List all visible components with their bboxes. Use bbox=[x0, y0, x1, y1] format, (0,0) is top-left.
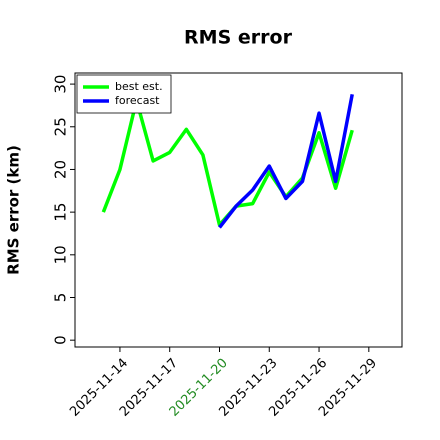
y-axis-label: RMS error (km) bbox=[5, 145, 23, 275]
y-tick-label: 0 bbox=[52, 335, 70, 345]
y-tick-label: 25 bbox=[52, 117, 70, 136]
plot-frame bbox=[74, 72, 403, 348]
y-tick-label: 5 bbox=[52, 293, 70, 303]
y-tick-label: 20 bbox=[52, 160, 70, 179]
legend-label: best est. bbox=[115, 80, 163, 93]
line-series bbox=[101, 98, 354, 227]
legend-label: forecast bbox=[115, 94, 160, 107]
y-tick-label: 10 bbox=[52, 245, 70, 264]
y-tick-label: 15 bbox=[52, 203, 70, 222]
line-series bbox=[218, 94, 354, 229]
y-tick-label: 30 bbox=[52, 75, 70, 94]
legend-box bbox=[76, 74, 172, 114]
chart-title: RMS error bbox=[184, 27, 293, 49]
